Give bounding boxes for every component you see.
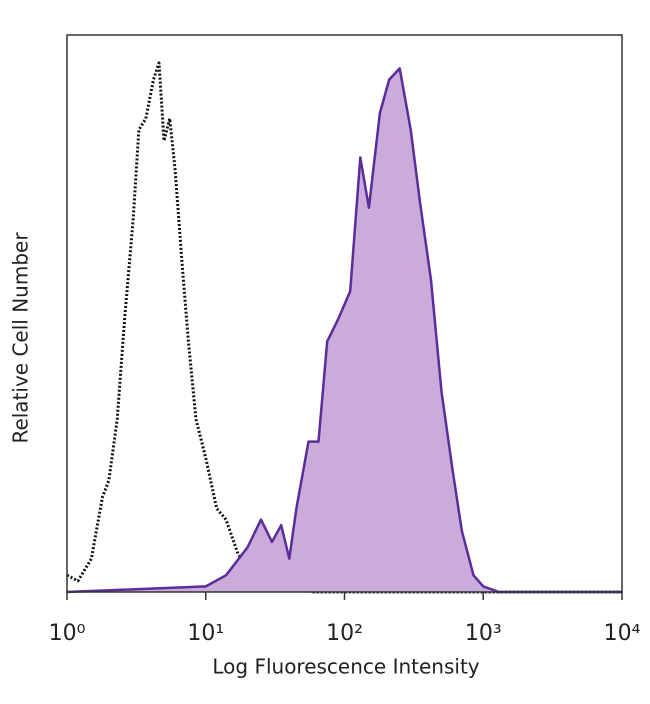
y-axis-label: Relative Cell Number	[9, 232, 33, 444]
histogram-area	[67, 68, 622, 592]
histogram-line	[66, 67, 622, 594]
x-axis-label: Log Fluorescence Intensity	[212, 655, 479, 679]
x-tick-label: 10⁰	[49, 621, 86, 646]
x-tick-label: 10³	[465, 621, 502, 646]
x-tick-label: 10¹	[187, 621, 224, 646]
x-tick-label: 10²	[326, 621, 363, 646]
x-tick-label: 10⁴	[604, 621, 641, 646]
